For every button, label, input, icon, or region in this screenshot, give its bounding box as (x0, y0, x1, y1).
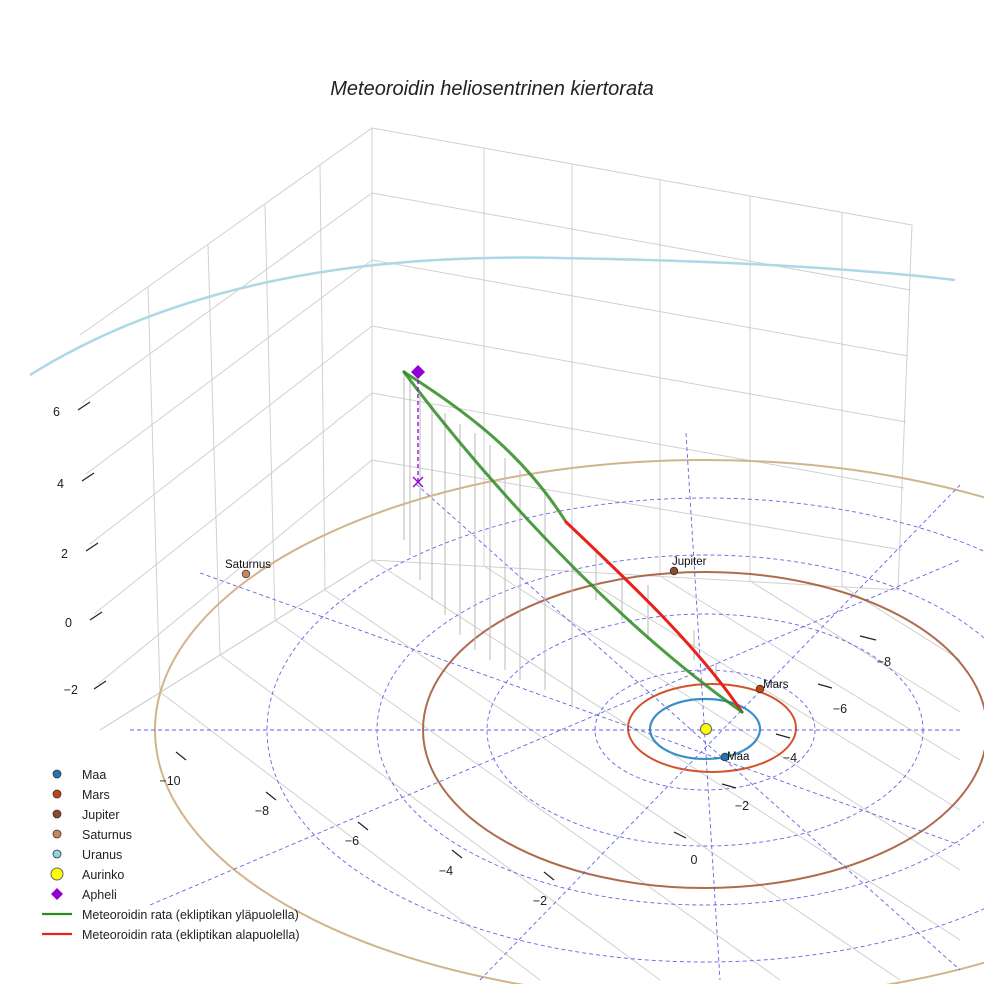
legend-marker (52, 809, 62, 819)
x-tick-label: −4 (439, 864, 453, 878)
legend-label: Uranus (82, 848, 122, 862)
orbit-below-ecliptic (564, 520, 744, 714)
x-tick-label: −2 (533, 894, 547, 908)
saturn-orbit (154, 459, 984, 984)
legend-label: Aurinko (82, 868, 124, 882)
x-tick-label: −6 (345, 834, 359, 848)
orbits (29, 256, 984, 984)
x-axis (175, 751, 687, 881)
legend-label: Maa (82, 768, 106, 782)
legend-marker (51, 888, 63, 900)
axes-panes (79, 127, 961, 981)
y-tick-label: −8 (877, 655, 891, 669)
z-tick-label: 2 (61, 547, 68, 561)
legend-marker (52, 769, 62, 779)
jupiter-marker (669, 566, 679, 576)
aphelion-marker (411, 365, 425, 488)
y-tick-label: −2 (735, 799, 749, 813)
legend-label: Apheli (82, 888, 117, 902)
legend-marker (52, 829, 62, 839)
legend: Maa Mars Jupiter Saturnus Uranus Aurinko… (42, 768, 299, 942)
legend-marker (52, 849, 62, 859)
drop-lines (403, 370, 717, 705)
chart-title: Meteoroidin heliosentrinen kiertorata (330, 78, 654, 100)
z-tick-label: −2 (64, 683, 78, 697)
saturn-marker (241, 569, 251, 579)
x-tick-label: −8 (255, 804, 269, 818)
earth-orbit (648, 697, 762, 761)
legend-label: Jupiter (82, 808, 120, 822)
z-tick-label: 6 (53, 405, 60, 419)
z-tick-label: 4 (57, 477, 64, 491)
planet-label: Jupiter (672, 556, 707, 568)
planets (241, 566, 765, 762)
x-tick-label: −10 (159, 774, 180, 788)
legend-marker (52, 789, 62, 799)
jupiter-orbit (422, 571, 984, 889)
legend-label: Meteoroidin rata (ekliptikan yläpuolella… (82, 908, 299, 922)
z-tick-label: 0 (65, 616, 72, 630)
legend-label: Meteoroidin rata (ekliptikan alapuolella… (82, 928, 299, 942)
legend-label: Mars (82, 788, 110, 802)
mars-marker (755, 684, 765, 694)
orbit-above-ecliptic-return (402, 370, 744, 714)
ecliptic-grid (130, 432, 984, 981)
planet-label: Saturnus (225, 559, 271, 571)
y-tick-label: −6 (833, 702, 847, 716)
meteoroid-orbit (402, 370, 744, 714)
x-tick-label: 0 (691, 853, 698, 867)
planet-label: Maa (727, 751, 750, 763)
legend-marker (50, 867, 64, 881)
mars-orbit (627, 683, 797, 773)
earth-marker (720, 752, 730, 762)
uranus-orbit (29, 256, 956, 377)
z-axis (77, 401, 107, 690)
planet-label: Mars (763, 679, 789, 691)
legend-label: Saturnus (82, 828, 132, 842)
orbit-above-ecliptic (402, 370, 568, 524)
y-tick-label: −4 (783, 751, 797, 765)
sun-marker (700, 723, 712, 735)
y-axis (721, 635, 877, 789)
